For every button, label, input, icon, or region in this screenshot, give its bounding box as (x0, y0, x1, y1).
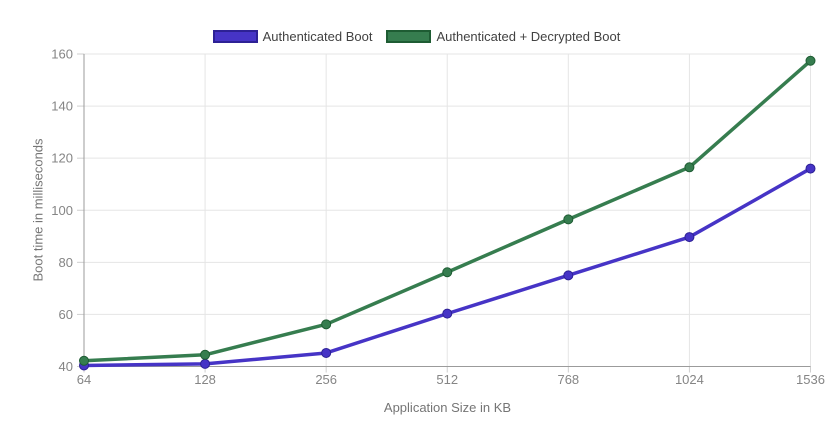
y-tick-label: 140 (51, 99, 73, 114)
data-point[interactable] (200, 349, 211, 360)
data-point[interactable] (321, 319, 332, 330)
legend-label-authenticated-boot: Authenticated Boot (262, 29, 373, 44)
x-tick-label: 1536 (796, 372, 825, 387)
x-tick-label: 1024 (675, 372, 704, 387)
legend-swatch-authenticated-decrypted-boot (386, 30, 432, 43)
data-point[interactable] (684, 232, 695, 243)
data-point[interactable] (805, 55, 816, 66)
x-tick-label: 128 (194, 372, 216, 387)
y-tick-label: 100 (51, 203, 73, 218)
data-point[interactable] (321, 347, 332, 358)
legend: Authenticated Boot Authenticated + Decry… (0, 29, 833, 44)
data-point[interactable] (805, 163, 816, 174)
data-point[interactable] (79, 355, 89, 366)
data-point[interactable] (563, 214, 574, 225)
x-tick-label: 256 (315, 372, 337, 387)
x-tick-label: 768 (557, 372, 579, 387)
x-tick-label: 64 (77, 372, 91, 387)
legend-swatch-authenticated-boot (212, 30, 258, 43)
y-tick-label: 40 (59, 359, 73, 374)
legend-label-authenticated-decrypted-boot: Authenticated + Decrypted Boot (436, 29, 621, 44)
data-point[interactable] (442, 308, 453, 319)
data-point[interactable] (684, 162, 695, 173)
data-point[interactable] (563, 270, 574, 281)
legend-item-authenticated-boot[interactable]: Authenticated Boot (212, 29, 373, 44)
y-tick-label: 60 (59, 307, 73, 322)
y-tick-label: 80 (59, 255, 73, 270)
y-tick-label: 120 (51, 151, 73, 166)
x-axis-title: Application Size in KB (383, 400, 512, 415)
y-tick-label: 160 (51, 47, 73, 62)
data-point[interactable] (200, 358, 211, 369)
data-point[interactable] (442, 267, 453, 278)
legend-item-authenticated-decrypted-boot[interactable]: Authenticated + Decrypted Boot (386, 29, 620, 44)
x-tick-label: 512 (436, 372, 458, 387)
